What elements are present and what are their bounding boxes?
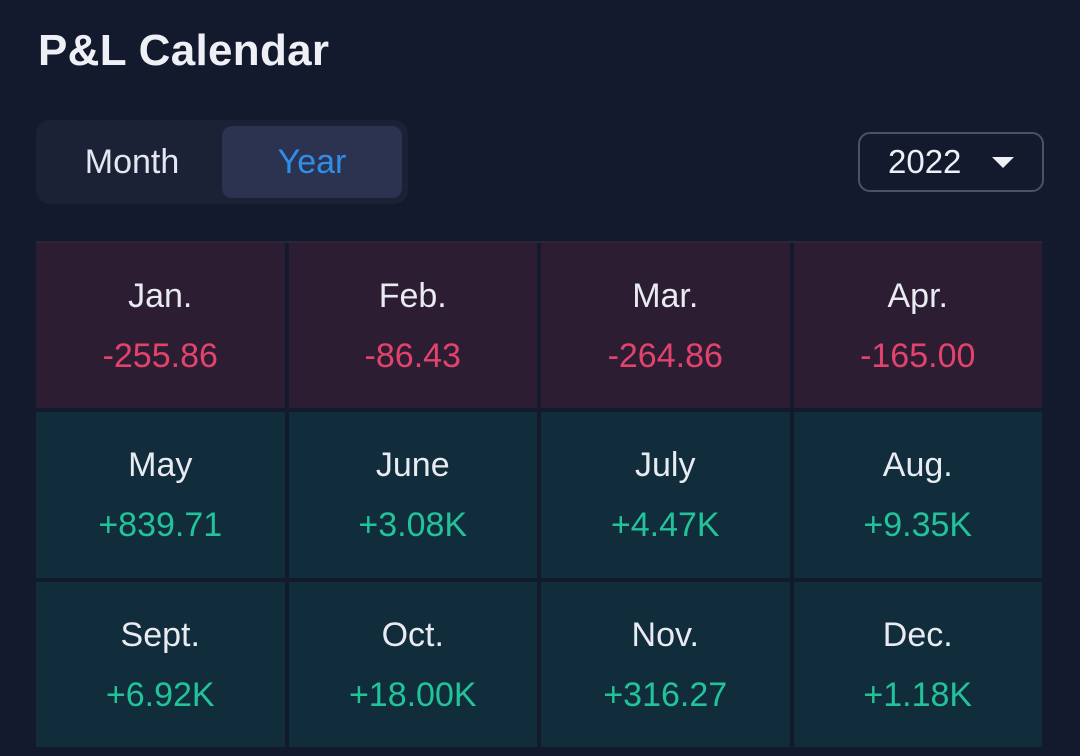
year-dropdown[interactable]: 2022 xyxy=(858,132,1044,192)
month-pnl-value: +18.00K xyxy=(348,675,477,714)
month-pnl-value: +316.27 xyxy=(603,675,728,714)
month-pnl-value: -86.43 xyxy=(364,337,461,375)
year-dropdown-value: 2022 xyxy=(888,143,962,180)
month-cell-jul[interactable]: July +4.47K xyxy=(541,412,790,578)
year-tab[interactable]: Year xyxy=(222,126,402,198)
month-label: Jan. xyxy=(128,277,193,315)
month-label: Aug. xyxy=(882,446,953,485)
month-cell-feb[interactable]: Feb. -86.43 xyxy=(288,243,537,409)
month-cell-may[interactable]: May +839.71 xyxy=(36,412,285,578)
month-cell-jun[interactable]: June +3.08K xyxy=(288,412,537,578)
caret-down-icon xyxy=(992,157,1014,168)
month-pnl-value: -255.86 xyxy=(102,337,218,375)
month-label: Mar. xyxy=(632,277,699,315)
period-toggle: Month Year xyxy=(36,120,408,204)
month-tab[interactable]: Month xyxy=(84,143,180,181)
month-label: Nov. xyxy=(631,615,699,654)
month-label: Oct. xyxy=(381,615,444,654)
month-pnl-value: +4.47K xyxy=(610,506,720,545)
month-label: Feb. xyxy=(378,277,447,315)
month-label: Dec. xyxy=(882,615,953,654)
month-label: Apr. xyxy=(887,277,948,315)
month-label: May xyxy=(128,446,193,485)
month-cell-jan[interactable]: Jan. -255.86 xyxy=(36,243,285,409)
month-cell-mar[interactable]: Mar. -264.86 xyxy=(541,243,790,409)
month-cell-aug[interactable]: Aug. +9.35K xyxy=(793,412,1042,578)
month-cell-apr[interactable]: Apr. -165.00 xyxy=(793,243,1042,409)
month-pnl-value: +1.18K xyxy=(863,675,973,714)
month-pnl-value: +6.92K xyxy=(105,675,215,714)
month-label: Sept. xyxy=(120,615,200,654)
month-label: June xyxy=(375,446,450,485)
month-cell-nov[interactable]: Nov. +316.27 xyxy=(541,581,790,747)
month-cell-dec[interactable]: Dec. +1.18K xyxy=(793,581,1042,747)
month-pnl-value: -264.86 xyxy=(607,337,723,375)
month-pnl-value: -165.00 xyxy=(860,337,976,375)
month-grid: Jan. -255.86 Feb. -86.43 Mar. -264.86 Ap… xyxy=(36,243,1042,747)
divider xyxy=(36,241,1042,243)
month-pnl-value: +3.08K xyxy=(358,506,468,545)
month-cell-oct[interactable]: Oct. +18.00K xyxy=(288,581,537,747)
month-label: July xyxy=(635,446,696,485)
month-pnl-value: +839.71 xyxy=(98,506,223,545)
page-title: P&L Calendar xyxy=(38,26,330,75)
month-pnl-value: +9.35K xyxy=(863,506,973,545)
month-cell-sep[interactable]: Sept. +6.92K xyxy=(36,581,285,747)
